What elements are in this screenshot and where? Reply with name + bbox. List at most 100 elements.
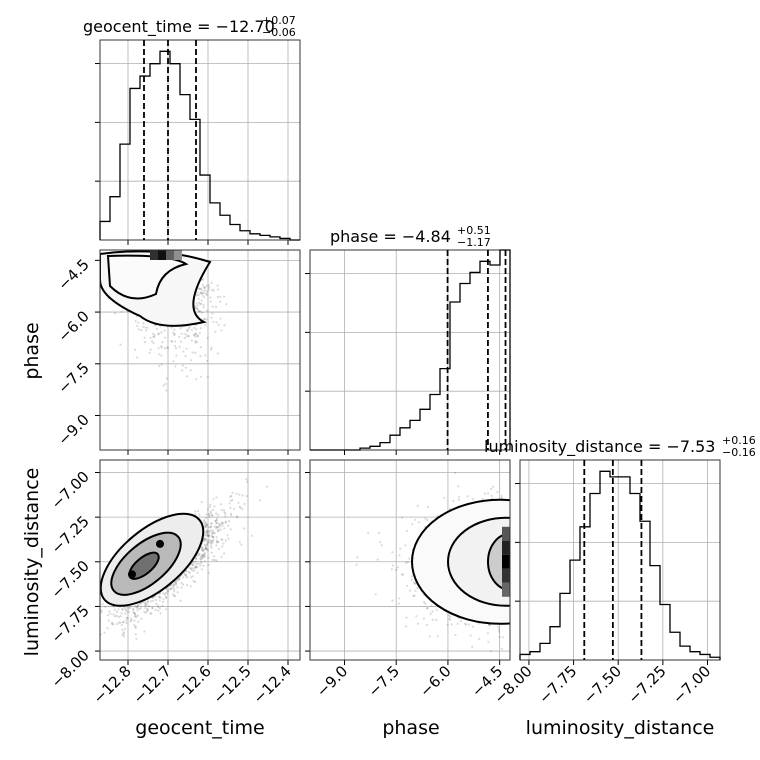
sample-point bbox=[179, 599, 182, 603]
sample-point bbox=[203, 555, 206, 558]
sample-point bbox=[378, 531, 381, 535]
sample-point bbox=[416, 622, 420, 625]
sample-point bbox=[205, 543, 208, 546]
sample-point bbox=[139, 244, 141, 246]
sample-point bbox=[209, 510, 212, 513]
sample-point bbox=[106, 627, 109, 630]
title-luminosity-distance-sub: −0.16 bbox=[722, 446, 756, 459]
sample-point bbox=[218, 525, 221, 528]
sample-point bbox=[201, 311, 204, 314]
sample-point bbox=[173, 594, 176, 597]
sample-point bbox=[410, 575, 413, 578]
sample-point bbox=[122, 620, 125, 623]
sample-point bbox=[174, 365, 177, 368]
sample-point bbox=[195, 566, 198, 569]
sample-point bbox=[125, 619, 128, 622]
sample-point bbox=[203, 538, 206, 541]
sample-point bbox=[139, 246, 141, 248]
sample-point bbox=[197, 293, 200, 297]
sample-point bbox=[426, 607, 429, 610]
sample-point bbox=[224, 515, 227, 518]
sample-point bbox=[435, 618, 438, 622]
sample-point bbox=[195, 302, 198, 305]
sample-point bbox=[148, 351, 151, 354]
tick-label-geocent_time: −12.8 bbox=[90, 662, 135, 707]
sample-point bbox=[165, 389, 168, 392]
sample-point bbox=[501, 663, 503, 665]
sample-point bbox=[160, 346, 163, 349]
sample-point bbox=[205, 318, 208, 321]
sample-point bbox=[191, 575, 194, 578]
sample-point bbox=[191, 564, 194, 567]
sample-point bbox=[114, 615, 117, 618]
sample-point bbox=[491, 485, 495, 488]
sample-point bbox=[198, 310, 201, 313]
sample-point bbox=[195, 333, 198, 336]
sample-point bbox=[498, 636, 501, 639]
sample-point bbox=[355, 563, 358, 566]
sample-point bbox=[103, 631, 106, 634]
sample-point bbox=[452, 499, 455, 503]
sample-point bbox=[133, 611, 136, 614]
sample-point bbox=[215, 536, 218, 539]
sample-point bbox=[190, 562, 193, 566]
sample-point bbox=[205, 292, 208, 295]
sample-point bbox=[198, 310, 201, 313]
sample-point bbox=[207, 534, 211, 538]
sample-point bbox=[112, 623, 115, 626]
sample-point bbox=[204, 551, 207, 555]
sample-point bbox=[202, 554, 205, 557]
xlabel-phase: phase bbox=[382, 717, 439, 739]
sample-point bbox=[412, 594, 415, 598]
sample-point bbox=[225, 303, 228, 306]
sample-point bbox=[199, 560, 202, 563]
sample-point bbox=[224, 512, 227, 515]
sample-point bbox=[194, 566, 197, 569]
sample-point bbox=[162, 384, 165, 387]
sample-point bbox=[196, 335, 199, 338]
sample-point bbox=[199, 564, 202, 567]
sample-point bbox=[94, 623, 96, 625]
sample-point bbox=[215, 517, 218, 520]
sample-point bbox=[243, 502, 246, 506]
sample-point bbox=[165, 377, 168, 380]
sample-point bbox=[398, 597, 401, 600]
sample-point bbox=[178, 345, 181, 348]
sample-point bbox=[177, 578, 180, 581]
sample-point bbox=[413, 582, 416, 585]
sample-point bbox=[208, 529, 211, 533]
sample-point bbox=[228, 502, 231, 505]
sample-point bbox=[176, 591, 179, 594]
sample-point bbox=[203, 520, 206, 523]
sample-point bbox=[390, 568, 393, 571]
sample-point bbox=[137, 328, 140, 331]
sample-point bbox=[186, 576, 189, 579]
sample-point bbox=[126, 616, 129, 619]
sample-point bbox=[220, 522, 223, 525]
sample-point bbox=[490, 487, 493, 491]
hist-panel-geocent-time bbox=[95, 39, 301, 245]
sample-point bbox=[154, 595, 157, 598]
sample-point bbox=[469, 634, 472, 637]
sample-point bbox=[212, 538, 215, 542]
sample-point bbox=[195, 340, 198, 343]
sample-point bbox=[185, 573, 188, 577]
sample-point bbox=[151, 340, 154, 343]
sample-point bbox=[205, 530, 209, 533]
sample-point bbox=[172, 584, 175, 588]
sample-point bbox=[206, 541, 209, 544]
sample-point bbox=[174, 581, 177, 584]
sample-point bbox=[460, 619, 463, 623]
sample-point bbox=[203, 553, 206, 556]
sample-point bbox=[166, 347, 170, 350]
sample-point bbox=[199, 355, 202, 358]
sample-point bbox=[213, 532, 216, 535]
sample-point bbox=[214, 519, 218, 522]
sample-point bbox=[426, 606, 429, 610]
sample-point bbox=[146, 609, 149, 612]
sample-point bbox=[143, 340, 147, 344]
sample-point bbox=[172, 360, 175, 363]
sample-point bbox=[376, 558, 379, 561]
sample-point bbox=[153, 335, 156, 338]
sample-point bbox=[199, 346, 202, 349]
